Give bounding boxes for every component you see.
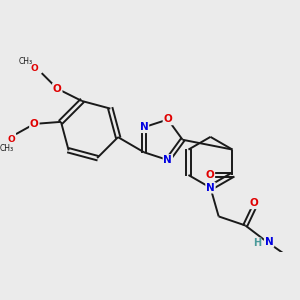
Text: N: N xyxy=(265,237,274,247)
Text: O: O xyxy=(249,198,258,208)
Text: CH₃: CH₃ xyxy=(18,57,32,66)
Text: O: O xyxy=(206,170,214,180)
Text: O: O xyxy=(30,119,39,129)
Text: N: N xyxy=(206,183,215,193)
Text: O: O xyxy=(31,64,39,73)
Text: O: O xyxy=(53,84,62,94)
Text: O: O xyxy=(164,115,172,124)
Text: N: N xyxy=(164,155,172,165)
Text: O: O xyxy=(8,135,16,144)
Text: H: H xyxy=(253,238,261,248)
Text: CH₃: CH₃ xyxy=(0,144,14,153)
Text: N: N xyxy=(140,122,148,132)
